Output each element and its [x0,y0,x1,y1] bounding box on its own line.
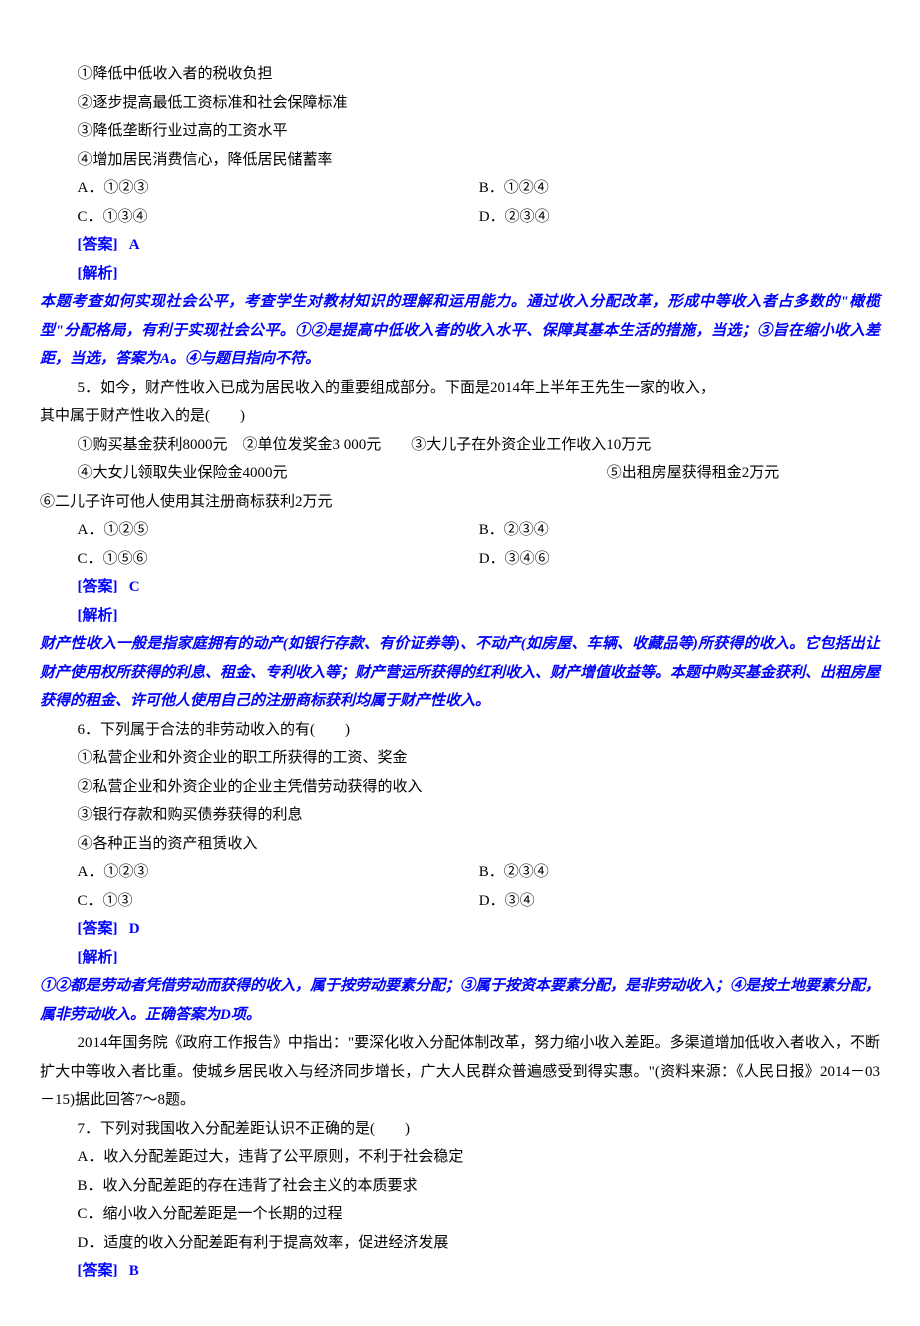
q6-answer: D [129,921,140,937]
q7-choice-a: A．收入分配差距过大，违背了公平原则，不利于社会稳定 [40,1143,880,1172]
q5-choice-a: A．①②⑤ [78,516,479,545]
q4-choice-d: D．②③④ [479,203,880,232]
q6-opt3: ③银行存款和购买债券获得的利息 [40,801,880,830]
q4-analysis: 本题考查如何实现社会公平，考查学生对教材知识的理解和运用能力。通过收入分配改革，… [40,288,880,374]
q4-analysis-label: [解析] [78,266,118,282]
q4-choice-b: B．①②④ [479,174,880,203]
q5-choices-row1: A．①②⑤ B．②③④ [78,516,881,545]
q6-choices-row1: A．①②③ B．②③④ [78,858,881,887]
q6-choice-d: D．③④ [479,887,880,916]
q5-stem-line1: 5．如今，财产性收入已成为居民收入的重要组成部分。下面是2014年上半年王先生一… [40,374,880,403]
q6-opt4: ④各种正当的资产租赁收入 [40,830,880,859]
q5-analysis-label-line: [解析] [40,602,880,631]
q4-choice-c: C．①③④ [78,203,479,232]
q6-opt1: ①私营企业和外资企业的职工所获得的工资、奖金 [40,744,880,773]
q5-opt5: ⑤出租房屋获得租金2万元 [569,459,779,488]
q6-choice-c: C．①③ [78,887,479,916]
q4-opt4: ④增加居民消费信心，降低居民储蓄率 [40,146,880,175]
q7-answer-label: [答案] [78,1263,118,1279]
q6-choices-row2: C．①③ D．③④ [78,887,881,916]
q5-analysis-label: [解析] [78,608,118,624]
q7-stem: 7．下列对我国收入分配差距认识不正确的是( ) [40,1115,880,1144]
q7-choice-b: B．收入分配差距的存在违背了社会主义的本质要求 [40,1172,880,1201]
q7-choice-d: D．适度的收入分配差距有利于提高效率，促进经济发展 [40,1229,880,1258]
q4-choices-row2: C．①③④ D．②③④ [78,203,881,232]
q5-choices-row2: C．①⑤⑥ D．③④⑥ [78,545,881,574]
q6-analysis-label: [解析] [78,950,118,966]
passage-7-8: 2014年国务院《政府工作报告》中指出："要深化收入分配体制改革，努力缩小收入差… [40,1029,880,1115]
q4-opt3: ③降低垄断行业过高的工资水平 [40,117,880,146]
q4-answer: A [129,237,140,253]
q5-opts-line1: ①购买基金获利8000元 ②单位发奖金3 000元 ③大儿子在外资企业工作收入1… [40,431,880,460]
q5-analysis: 财产性收入一般是指家庭拥有的动产(如银行存款、有价证券等)、不动产(如房屋、车辆… [40,630,880,716]
q5-stem-line2: 其中属于财产性收入的是( ) [40,402,880,431]
q4-answer-label: [答案] [78,237,118,253]
q5-opts-line2: ④大女儿领取失业保险金4000元 ⑤出租房屋获得租金2万元 [40,459,880,488]
q6-analysis: ①②都是劳动者凭借劳动而获得的收入，属于按劳动要素分配；③属于按资本要素分配，是… [40,972,880,1029]
q4-choices-row1: A．①②③ B．①②④ [78,174,881,203]
q4-analysis-label-line: [解析] [40,260,880,289]
q7-answer-line: [答案] B [40,1257,880,1286]
q6-choice-b: B．②③④ [479,858,880,887]
q6-stem: 6．下列属于合法的非劳动收入的有( ) [40,716,880,745]
q6-choice-a: A．①②③ [78,858,479,887]
q7-answer: B [129,1263,139,1279]
q4-answer-line: [答案] A [40,231,880,260]
q5-answer-line: [答案] C [40,573,880,602]
q7-choice-c: C．缩小收入分配差距是一个长期的过程 [40,1200,880,1229]
q5-opt4: ④大女儿领取失业保险金4000元 [40,459,569,488]
q5-choice-c: C．①⑤⑥ [78,545,479,574]
q6-opt2: ②私营企业和外资企业的企业主凭借劳动获得的收入 [40,773,880,802]
q4-opt1: ①降低中低收入者的税收负担 [40,60,880,89]
q6-analysis-label-line: [解析] [40,944,880,973]
q6-answer-line: [答案] D [40,915,880,944]
q5-opts-line3: ⑥二儿子许可他人使用其注册商标获利2万元 [40,488,880,517]
q4-opt2: ②逐步提高最低工资标准和社会保障标准 [40,89,880,118]
q5-choice-b: B．②③④ [479,516,880,545]
q5-answer-label: [答案] [78,579,118,595]
q5-choice-d: D．③④⑥ [479,545,880,574]
q6-answer-label: [答案] [78,921,118,937]
q4-choice-a: A．①②③ [78,174,479,203]
q5-answer: C [129,579,140,595]
